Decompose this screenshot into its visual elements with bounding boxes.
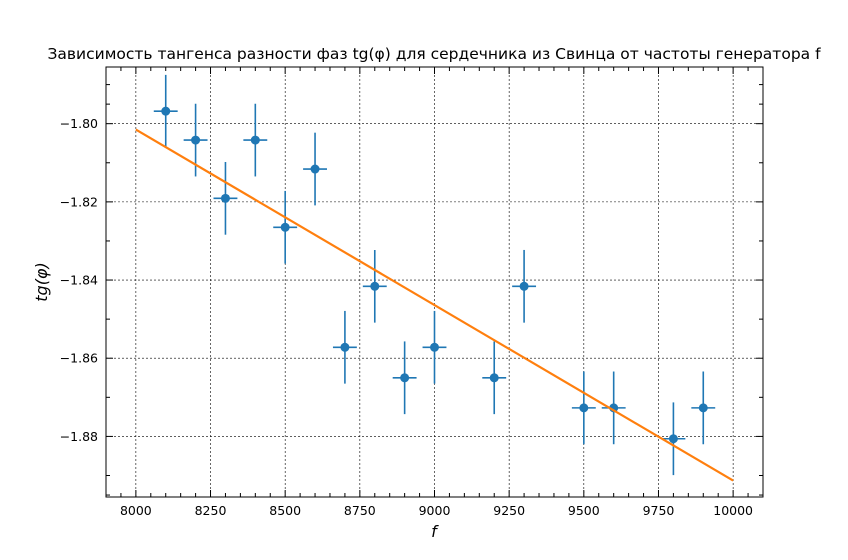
- x-tick-label: 8500: [269, 503, 301, 518]
- data-point: [250, 135, 260, 145]
- x-tick-label: 9000: [419, 503, 451, 518]
- x-tick-label: 10000: [713, 503, 753, 518]
- chart-title: Зависимость тангенса разности фаз tg(φ) …: [47, 45, 821, 63]
- x-tick-label: 9750: [643, 503, 675, 518]
- y-tick-label: −1.88: [60, 429, 98, 444]
- plot-frame: [105, 66, 764, 498]
- data-point: [698, 403, 708, 413]
- data-point: [489, 373, 499, 383]
- axis-ticks: 8000 8250 8500 8750 9000 9250 9500 9750 10000 −1.…: [60, 67, 763, 518]
- data-point: [668, 434, 678, 444]
- y-tick-label: −1.82: [60, 194, 98, 209]
- data-point: [340, 342, 350, 352]
- data-point: [370, 281, 380, 291]
- x-tick-label: 8750: [344, 503, 376, 518]
- grid: [106, 67, 763, 497]
- x-tick-label: 9250: [493, 503, 525, 518]
- plot-series: [135, 74, 734, 482]
- x-tick-label: 8000: [120, 503, 152, 518]
- fit-line: [135, 128, 734, 482]
- data-point: [220, 193, 230, 203]
- x-axis-label: f: [431, 522, 439, 541]
- data-point: [280, 222, 290, 232]
- x-tick-label: 8250: [195, 503, 227, 518]
- data-point: [400, 373, 410, 383]
- y-axis-label: tg(φ): [32, 262, 51, 301]
- data-point: [579, 403, 589, 413]
- data-point: [310, 164, 320, 174]
- y-tick-label: −1.80: [60, 116, 98, 131]
- y-tick-label: −1.86: [60, 351, 98, 366]
- data-point: [161, 106, 171, 116]
- y-tick-label: −1.84: [60, 273, 98, 288]
- data-point: [191, 135, 201, 145]
- data-point: [430, 342, 439, 352]
- data-point: [519, 281, 529, 291]
- x-tick-label: 9500: [568, 503, 600, 518]
